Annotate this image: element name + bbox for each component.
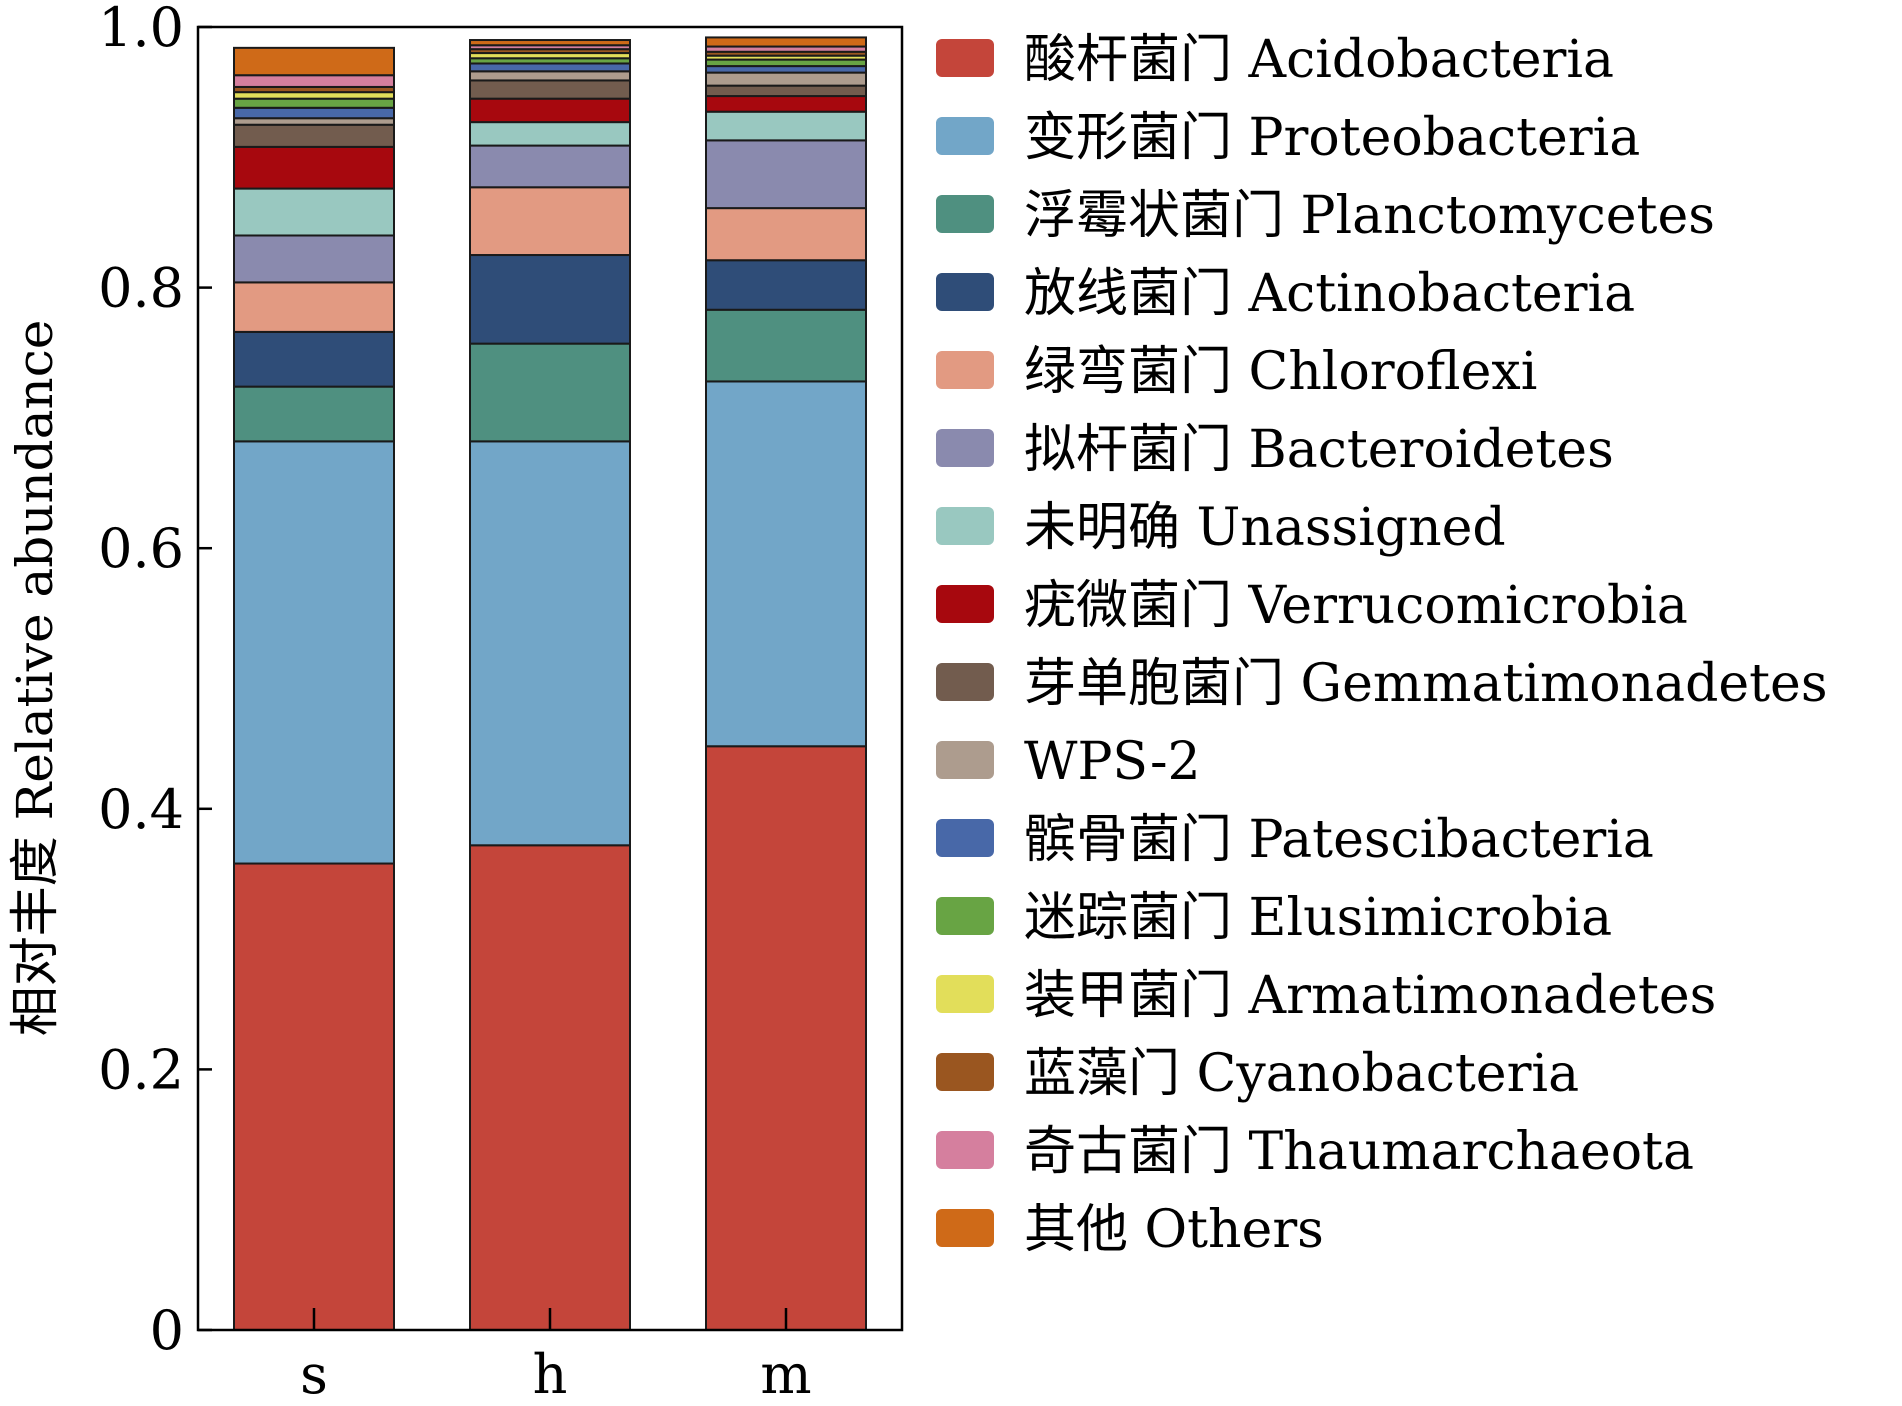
- bar-segment: [469, 342, 631, 443]
- bar-segment: [233, 281, 395, 333]
- bar-segment: [705, 110, 867, 142]
- legend-item: 疣微菌门 Verrucomicrobia: [936, 576, 1688, 636]
- legend-label: 迷踪菌门 Elusimicrobia: [1024, 888, 1612, 948]
- legend-swatch: [936, 663, 994, 701]
- x-tick-label: m: [760, 1343, 811, 1402]
- bar-segment: [469, 70, 631, 82]
- bar-segment: [469, 440, 631, 847]
- legend-label: 绿弯菌门 Chloroflexi: [1024, 342, 1537, 402]
- bar-segment: [233, 862, 395, 1331]
- x-tick-label: s: [300, 1343, 328, 1402]
- legend-swatch: [936, 195, 994, 233]
- legend-swatch: [936, 1209, 994, 1247]
- legend-swatch: [936, 1053, 994, 1091]
- bar-segment: [705, 95, 867, 113]
- legend-label: 疣微菌门 Verrucomicrobia: [1024, 576, 1688, 636]
- legend-item: 变形菌门 Proteobacteria: [936, 108, 1640, 168]
- bar-segment: [233, 385, 395, 443]
- bar-segment: [233, 330, 395, 388]
- legend-item: 浮霉状菌门 Planctomycetes: [936, 186, 1715, 246]
- legend-label: WPS-2: [1024, 732, 1201, 792]
- legend-item: 放线菌门 Actinobacteria: [936, 264, 1635, 324]
- bar-segment: [705, 259, 867, 311]
- bar-segment: [233, 123, 395, 148]
- legend-item: 酸杆菌门 Acidobacteria: [936, 30, 1614, 90]
- legend-swatch: [936, 897, 994, 935]
- legend-label: 装甲菌门 Armatimonadetes: [1024, 966, 1716, 1026]
- legend-item: 芽单胞菌门 Gemmatimonadetes: [936, 654, 1828, 714]
- legend-item: WPS-2: [936, 732, 1201, 792]
- legend-swatch: [936, 351, 994, 389]
- legend-label: 酸杆菌门 Acidobacteria: [1024, 30, 1614, 90]
- legend-label: 其他 Others: [1024, 1200, 1324, 1260]
- legend-label: 放线菌门 Actinobacteria: [1024, 264, 1635, 324]
- bar-segment: [705, 308, 867, 383]
- bar-segment: [469, 39, 631, 47]
- bar-segment: [705, 36, 867, 48]
- legend-label: 芽单胞菌门 Gemmatimonadetes: [1024, 654, 1828, 714]
- legend-swatch: [936, 741, 994, 779]
- bar-stack-h: [469, 39, 631, 1331]
- bar-segment: [705, 745, 867, 1331]
- legend-swatch: [936, 507, 994, 545]
- bar-segment: [469, 144, 631, 189]
- y-tick-label: 0.4: [98, 778, 184, 841]
- bar-stack-m: [705, 36, 867, 1331]
- y-tick-label: 0.2: [98, 1038, 184, 1101]
- legend-label: 浮霉状菌门 Planctomycetes: [1024, 186, 1715, 246]
- legend-swatch: [936, 819, 994, 857]
- legend-item: 髌骨菌门 Patescibacteria: [936, 810, 1654, 870]
- legend-item: 迷踪菌门 Elusimicrobia: [936, 888, 1612, 948]
- legend-item: 装甲菌门 Armatimonadetes: [936, 966, 1716, 1026]
- legend-label: 蓝藻门 Cyanobacteria: [1024, 1044, 1579, 1104]
- bar-segment: [233, 234, 395, 284]
- y-tick-label: 0: [150, 1299, 184, 1362]
- bar-segment: [705, 71, 867, 87]
- legend-swatch: [936, 975, 994, 1013]
- bar-segment: [469, 62, 631, 73]
- bar-segment: [469, 186, 631, 257]
- bar-segment: [705, 207, 867, 262]
- legend-label: 拟杆菌门 Bacteroidetes: [1024, 420, 1614, 480]
- legend-swatch: [936, 429, 994, 467]
- legend-swatch: [936, 1131, 994, 1169]
- legend-swatch: [936, 273, 994, 311]
- legend-swatch: [936, 117, 994, 155]
- legend-label: 变形菌门 Proteobacteria: [1024, 108, 1640, 168]
- legend-item: 蓝藻门 Cyanobacteria: [936, 1044, 1579, 1104]
- y-tick-label: 0.8: [98, 257, 184, 320]
- legend-label: 髌骨菌门 Patescibacteria: [1024, 810, 1654, 870]
- bar-segment: [233, 74, 395, 88]
- legend-label: 奇古菌门 Thaumarchaeota: [1024, 1122, 1694, 1182]
- bar-segment: [705, 380, 867, 748]
- legend-swatch: [936, 585, 994, 623]
- legend-item: 其他 Others: [936, 1200, 1324, 1260]
- legend-swatch: [936, 39, 994, 77]
- bar-stack-s: [233, 46, 395, 1331]
- bar-segment: [469, 79, 631, 100]
- bar-segment: [469, 844, 631, 1331]
- bar-segment: [233, 46, 395, 77]
- legend-item: 拟杆菌门 Bacteroidetes: [936, 420, 1614, 480]
- bar-segment: [469, 121, 631, 147]
- bar-segment: [233, 187, 395, 237]
- legend-item: 未明确 Unassigned: [936, 498, 1506, 558]
- y-tick-label: 0.6: [98, 517, 184, 580]
- bar-segment: [233, 145, 395, 190]
- legend-label: 未明确 Unassigned: [1024, 498, 1506, 558]
- bar-segment: [705, 84, 867, 98]
- bar-segment: [233, 97, 395, 109]
- y-axis-label: 相对丰度 Relative abundance: [6, 320, 64, 1037]
- x-tick-label: h: [533, 1343, 568, 1402]
- legend-item: 绿弯菌门 Chloroflexi: [936, 342, 1537, 402]
- bar-segment: [469, 254, 631, 345]
- bar-segment: [233, 440, 395, 865]
- bar-segment: [469, 97, 631, 124]
- y-tick-label: 1.0: [98, 0, 184, 59]
- bar-segment: [233, 106, 395, 120]
- legend-item: 奇古菌门 Thaumarchaeota: [936, 1122, 1694, 1182]
- bar-segment: [705, 139, 867, 210]
